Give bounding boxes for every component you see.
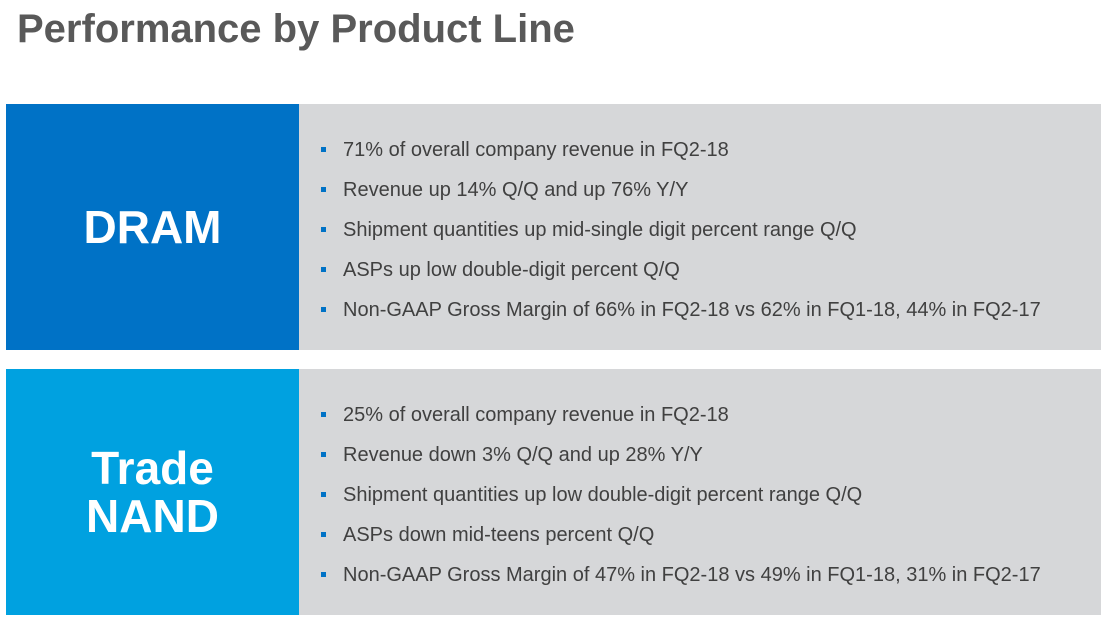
- bullet-square-icon: [321, 412, 326, 417]
- section-label-trade-nand: Trade NAND: [6, 369, 299, 615]
- bullet-text: Non-GAAP Gross Margin of 47% in FQ2-18 v…: [343, 564, 1041, 586]
- bullet-text: 71% of overall company revenue in FQ2-18: [343, 139, 729, 161]
- bullet-text: Revenue down 3% Q/Q and up 28% Y/Y: [343, 444, 703, 466]
- bullet-text: ASPs up low double-digit percent Q/Q: [343, 259, 680, 281]
- bullet-item: Shipment quantities up low double-digit …: [321, 481, 1041, 521]
- bullet-square-icon: [321, 267, 326, 272]
- bullet-item: Revenue up 14% Q/Q and up 76% Y/Y: [321, 176, 1041, 216]
- section-label-dram: DRAM: [6, 104, 299, 350]
- bullet-square-icon: [321, 227, 326, 232]
- bullet-text: 25% of overall company revenue in FQ2-18: [343, 404, 729, 426]
- bullet-square-icon: [321, 492, 326, 497]
- bullet-item: 71% of overall company revenue in FQ2-18: [321, 136, 1041, 176]
- bullet-square-icon: [321, 187, 326, 192]
- section-label-text: DRAM: [84, 203, 222, 251]
- bullet-item: 25% of overall company revenue in FQ2-18: [321, 401, 1041, 441]
- section-dram: DRAM 71% of overall company revenue in F…: [6, 104, 1101, 350]
- bullet-square-icon: [321, 452, 326, 457]
- section-label-line: NAND: [86, 490, 219, 542]
- bullet-text: Non-GAAP Gross Margin of 66% in FQ2-18 v…: [343, 299, 1041, 321]
- bullet-item: Shipment quantities up mid-single digit …: [321, 216, 1041, 256]
- bullet-text: Revenue up 14% Q/Q and up 76% Y/Y: [343, 179, 689, 201]
- bullet-text: ASPs down mid-teens percent Q/Q: [343, 524, 655, 546]
- bullet-square-icon: [321, 572, 326, 577]
- bullet-square-icon: [321, 307, 326, 312]
- bullet-item: Revenue down 3% Q/Q and up 28% Y/Y: [321, 441, 1041, 481]
- section-label-text: Trade NAND: [86, 444, 219, 540]
- page-title: Performance by Product Line: [17, 7, 575, 51]
- bullet-item: Non-GAAP Gross Margin of 47% in FQ2-18 v…: [321, 561, 1041, 601]
- section-label-line: DRAM: [83, 201, 222, 253]
- bullet-text: Shipment quantities up low double-digit …: [343, 484, 863, 506]
- bullet-text: Shipment quantities up mid-single digit …: [343, 219, 857, 241]
- bullet-square-icon: [321, 532, 326, 537]
- bullet-item: Non-GAAP Gross Margin of 66% in FQ2-18 v…: [321, 296, 1041, 336]
- bullet-list-trade-nand: 25% of overall company revenue in FQ2-18…: [321, 401, 1041, 601]
- bullet-square-icon: [321, 147, 326, 152]
- bullet-item: ASPs down mid-teens percent Q/Q: [321, 521, 1041, 561]
- bullet-list-dram: 71% of overall company revenue in FQ2-18…: [321, 136, 1041, 336]
- section-details-dram: 71% of overall company revenue in FQ2-18…: [299, 104, 1101, 350]
- section-label-line: Trade: [91, 442, 214, 494]
- section-trade-nand: Trade NAND 25% of overall company revenu…: [6, 369, 1101, 615]
- bullet-item: ASPs up low double-digit percent Q/Q: [321, 256, 1041, 296]
- section-details-trade-nand: 25% of overall company revenue in FQ2-18…: [299, 369, 1101, 615]
